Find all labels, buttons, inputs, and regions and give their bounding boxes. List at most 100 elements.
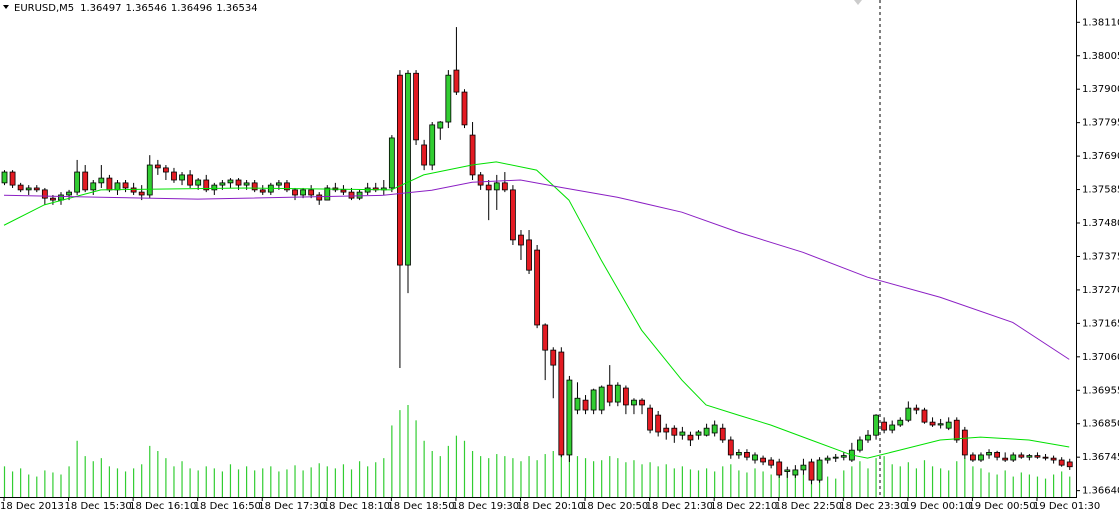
candle-body bbox=[348, 191, 355, 199]
x-tick-label: 19 Dec 01:30 bbox=[1033, 501, 1100, 512]
candle-body bbox=[41, 189, 48, 199]
candle-body bbox=[90, 182, 97, 191]
candle-body bbox=[873, 414, 879, 436]
candle-body bbox=[824, 457, 831, 461]
x-tick-label: 19 Dec 00:10 bbox=[904, 501, 971, 512]
candle-body bbox=[1026, 455, 1033, 458]
candle-body bbox=[945, 421, 952, 429]
candle-body bbox=[792, 469, 799, 476]
candle-body bbox=[752, 454, 758, 461]
candle-body bbox=[437, 121, 444, 129]
y-tick-label: 1.36955 bbox=[1082, 385, 1119, 396]
x-tick-label: 18 Dec 16:50 bbox=[194, 501, 261, 512]
candle-body bbox=[74, 171, 81, 193]
candle-body bbox=[82, 171, 89, 191]
candle-body bbox=[889, 424, 896, 431]
y-tick-label: 1.36640 bbox=[1082, 486, 1119, 497]
candle-body bbox=[534, 249, 541, 326]
x-tick-label: 18 Dec 17:30 bbox=[258, 501, 325, 512]
candle-body bbox=[865, 434, 871, 441]
candle-body bbox=[146, 164, 153, 196]
candle-body bbox=[1018, 454, 1025, 458]
candle-body bbox=[251, 182, 258, 191]
candle-body bbox=[598, 386, 605, 411]
candle-body bbox=[622, 387, 629, 406]
y-tick-label: 1.37690 bbox=[1082, 151, 1119, 162]
x-tick-label: 18 Dec 21:30 bbox=[646, 501, 713, 512]
candle-body bbox=[655, 414, 662, 433]
x-tick-label: 18 Dec 16:10 bbox=[129, 501, 196, 512]
candle-body bbox=[340, 189, 347, 193]
candle-body bbox=[203, 179, 210, 191]
candle-body bbox=[33, 187, 40, 191]
candle-body bbox=[905, 407, 912, 421]
candle-body bbox=[840, 455, 847, 458]
low-value: 1.36496 bbox=[171, 3, 212, 14]
candle-body bbox=[703, 427, 710, 436]
candle-body bbox=[195, 179, 202, 186]
x-tick-label: 18 Dec 2013 bbox=[0, 501, 64, 512]
candle-body bbox=[897, 419, 904, 426]
candle-body bbox=[978, 454, 984, 461]
candle-body bbox=[695, 431, 702, 436]
x-tick-label: 18 Dec 15:30 bbox=[65, 501, 132, 512]
open-value: 1.36497 bbox=[80, 3, 121, 14]
y-tick-label: 1.37060 bbox=[1082, 352, 1119, 363]
candle-body bbox=[994, 451, 1001, 458]
y-tick-label: 1.37270 bbox=[1082, 285, 1119, 296]
candle-body bbox=[138, 191, 145, 196]
candle-body bbox=[735, 451, 742, 456]
candle-body bbox=[1058, 459, 1065, 466]
candle-body bbox=[429, 124, 436, 166]
candle-body bbox=[1, 171, 8, 184]
candle-body bbox=[606, 384, 613, 403]
shift-marker bbox=[854, 0, 862, 5]
candle-body bbox=[614, 384, 621, 403]
candle-body bbox=[679, 431, 686, 436]
candle-body bbox=[219, 182, 226, 186]
symbol-menu-icon[interactable] bbox=[3, 5, 9, 9]
candle-body bbox=[574, 397, 581, 411]
candle-body bbox=[501, 182, 508, 191]
x-tick-label: 18 Dec 18:50 bbox=[387, 501, 454, 512]
chart-title: EURUSD,M5 1.36497 1.36546 1.36496 1.36534 bbox=[14, 3, 258, 14]
high-value: 1.36546 bbox=[125, 3, 166, 14]
candle-body bbox=[816, 459, 823, 481]
candle-body bbox=[179, 174, 185, 181]
candle-body bbox=[744, 451, 750, 458]
candle-body bbox=[857, 439, 863, 451]
candle-body bbox=[1002, 457, 1009, 461]
candle-body bbox=[784, 469, 791, 472]
candle-body bbox=[768, 459, 775, 466]
y-tick-label: 1.37375 bbox=[1082, 251, 1119, 262]
candle-body bbox=[356, 191, 363, 199]
candle-body bbox=[929, 421, 936, 426]
candle-body bbox=[162, 167, 169, 173]
x-tick-label: 18 Dec 18:10 bbox=[323, 501, 390, 512]
candle-body bbox=[711, 424, 718, 434]
candle-body bbox=[1010, 454, 1017, 461]
x-tick-label: 18 Dec 20:50 bbox=[581, 501, 648, 512]
candle-body bbox=[275, 182, 282, 186]
y-tick-label: 1.38005 bbox=[1082, 51, 1119, 62]
candle-body bbox=[510, 189, 516, 241]
x-tick-label: 18 Dec 22:50 bbox=[775, 501, 842, 512]
candle-body bbox=[542, 324, 549, 351]
y-tick-label: 1.37480 bbox=[1082, 218, 1119, 229]
candle-body bbox=[453, 69, 460, 93]
candle-body bbox=[800, 464, 807, 471]
y-tick-label: 1.37585 bbox=[1082, 185, 1119, 196]
y-tick-label: 1.37795 bbox=[1082, 118, 1119, 129]
candle-body bbox=[308, 189, 315, 196]
candle-body bbox=[50, 197, 56, 201]
candle-body bbox=[526, 239, 532, 271]
symbol: EURUSD,M5 bbox=[14, 3, 74, 14]
y-tick-label: 1.36745 bbox=[1082, 452, 1119, 463]
x-tick-label: 18 Dec 23:30 bbox=[839, 501, 906, 512]
candle-body bbox=[518, 234, 524, 246]
candle-body bbox=[970, 454, 976, 461]
candle-body bbox=[566, 379, 573, 456]
candle-body bbox=[300, 189, 306, 196]
